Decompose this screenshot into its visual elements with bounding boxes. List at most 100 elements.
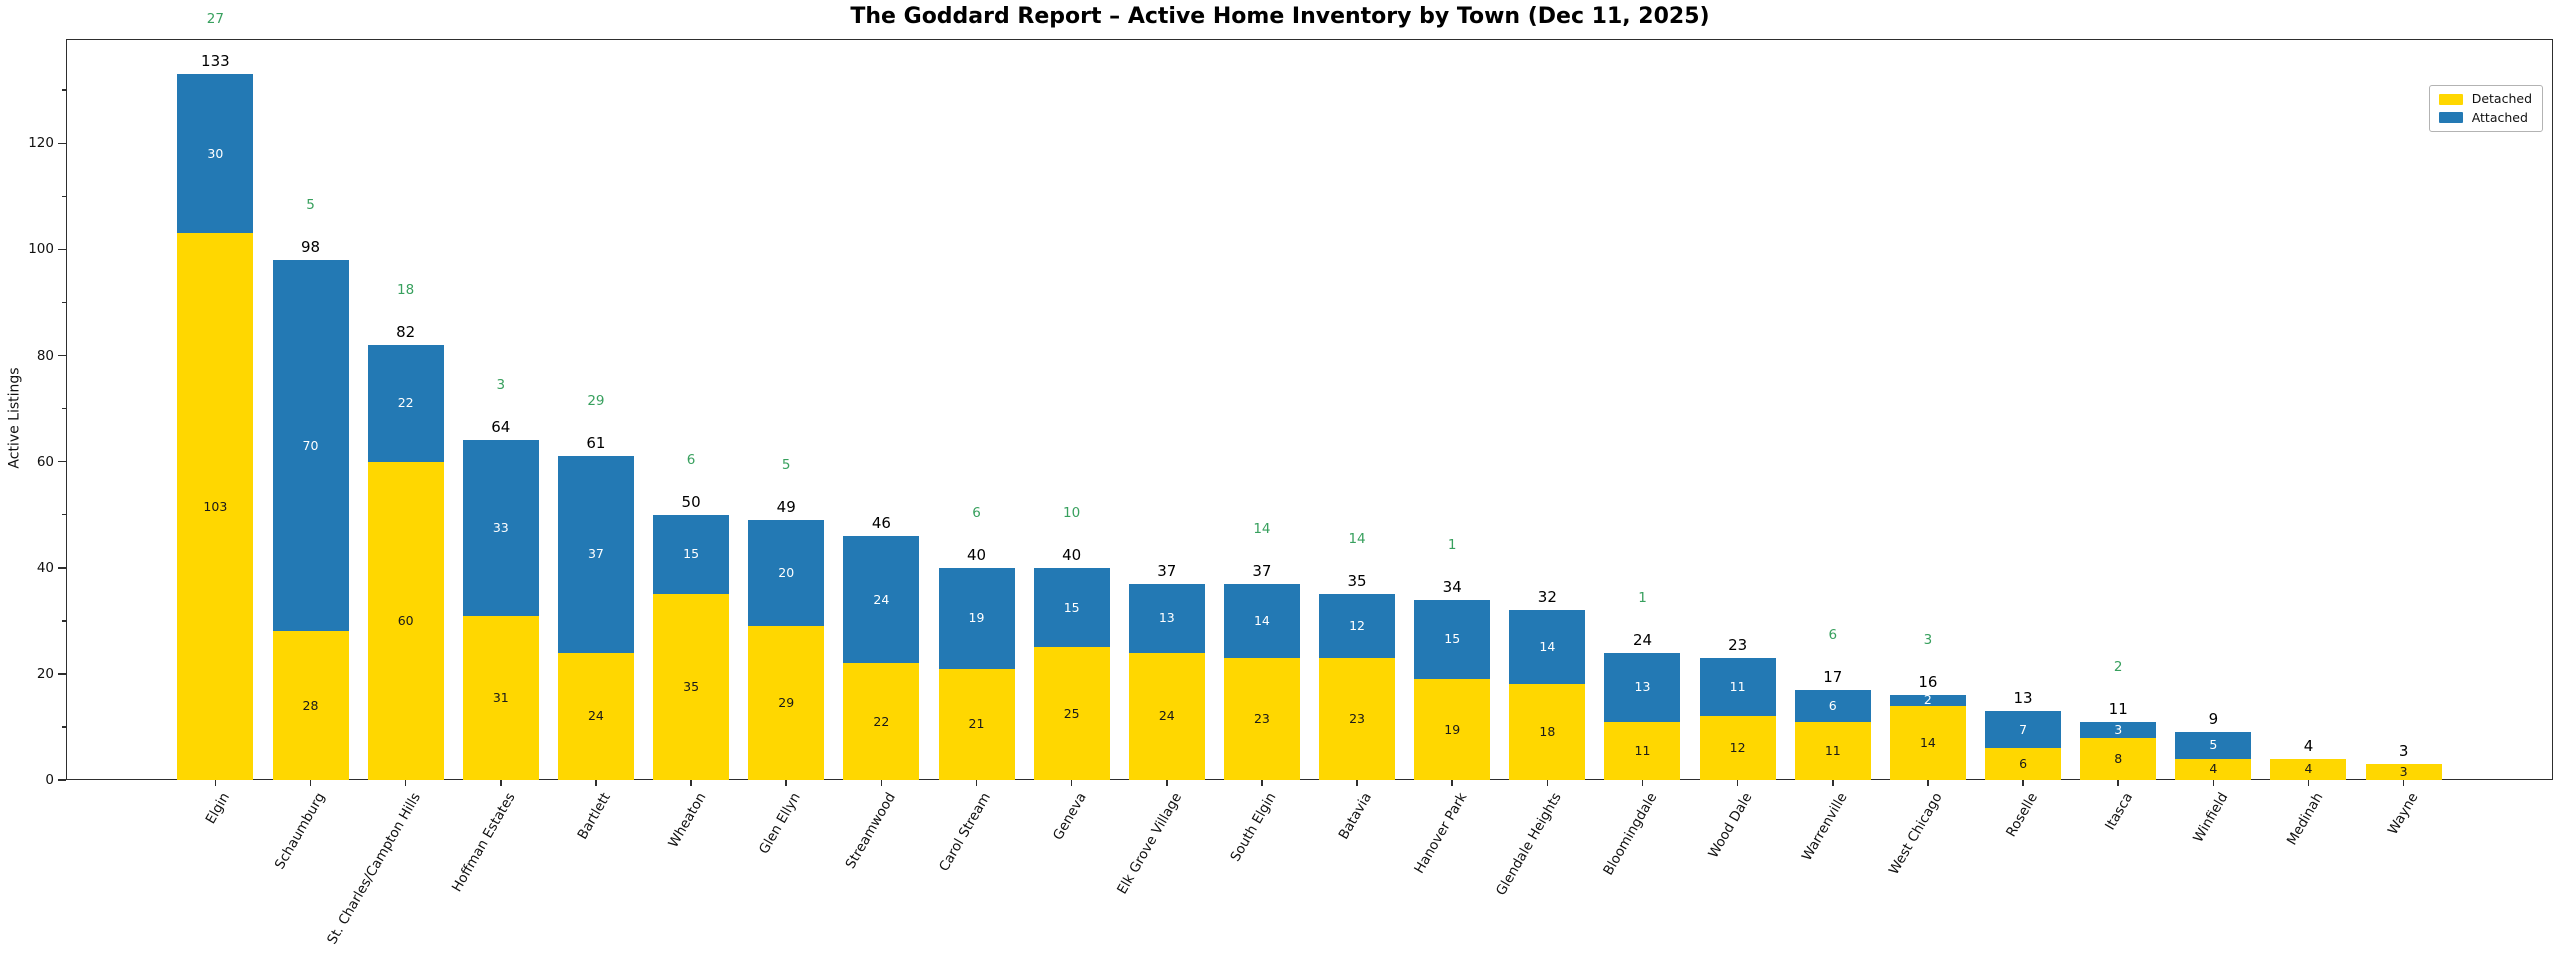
x-tick-label: Elgin xyxy=(202,790,234,827)
detached-segment: 23 xyxy=(1319,657,1396,780)
green-annotation: 29 xyxy=(587,393,605,410)
total-label: 11 xyxy=(2108,699,2128,718)
x-tick-label: Wayne xyxy=(2384,790,2422,838)
total-label: 35 xyxy=(1347,572,1367,591)
attached-segment: 19 xyxy=(938,567,1015,669)
x-tick-label: St. Charles/Campton Hills xyxy=(323,790,424,948)
y-tick-major xyxy=(58,248,66,251)
x-tick xyxy=(2402,780,2405,786)
y-tick-label: 100 xyxy=(28,241,54,258)
attached-segment: 15 xyxy=(1414,599,1491,680)
attached-segment-label: 33 xyxy=(492,519,509,535)
detached-segment: 14 xyxy=(1889,705,1966,780)
detached-segment-label: 25 xyxy=(1063,705,1080,721)
attached-segment-label: 3 xyxy=(2114,721,2123,737)
total-label: 40 xyxy=(1062,545,1082,564)
x-tick-label: Roselle xyxy=(2002,790,2041,840)
attached-segment-label: 37 xyxy=(587,546,604,562)
y-tick-major xyxy=(58,460,66,463)
green-annotation: 3 xyxy=(496,377,506,394)
y-tick-minor xyxy=(62,726,66,728)
y-tick-label: 120 xyxy=(28,135,54,152)
total-label: 98 xyxy=(300,238,321,256)
y-tick-major xyxy=(58,779,66,781)
x-tick xyxy=(1927,780,1929,786)
attached-segment: 37 xyxy=(557,456,634,653)
y-tick-major xyxy=(58,142,66,144)
detached-segment: 11 xyxy=(1604,721,1681,780)
y-tick-major xyxy=(58,354,66,357)
detached-segment: 12 xyxy=(1699,716,1776,780)
attached-segment: 30 xyxy=(177,74,254,234)
attached-segment: 14 xyxy=(1509,610,1586,685)
x-tick xyxy=(2117,780,2119,786)
y-tick-minor xyxy=(62,89,66,91)
attached-segment-label: 30 xyxy=(207,145,224,161)
x-tick xyxy=(2307,780,2310,786)
total-label: 17 xyxy=(1823,667,1843,686)
detached-segment-label: 28 xyxy=(302,697,319,713)
x-tick xyxy=(500,780,502,786)
x-tick xyxy=(214,780,217,786)
legend: Detached Attached xyxy=(2428,85,2543,132)
attached-segment: 33 xyxy=(462,440,539,616)
detached-segment-label: 19 xyxy=(1444,721,1461,737)
detached-segment-label: 6 xyxy=(2019,755,2028,771)
total-label: 3 xyxy=(2398,742,2409,761)
x-tick xyxy=(309,780,312,786)
attached-segment: 70 xyxy=(272,260,349,632)
detached-segment-label: 35 xyxy=(683,678,700,694)
attached-segment-label: 15 xyxy=(1444,631,1461,647)
green-annotation: 10 xyxy=(1063,504,1081,521)
detached-segment: 103 xyxy=(177,233,254,780)
detached-segment: 31 xyxy=(462,615,539,780)
attached-segment-label: 13 xyxy=(1634,678,1651,694)
x-tick-label: South Elgin xyxy=(1227,790,1280,865)
x-tick-label: Streamwood xyxy=(842,790,900,872)
detached-segment: 11 xyxy=(1794,721,1871,780)
x-tick xyxy=(1736,780,1739,786)
detached-segment-label: 4 xyxy=(2304,761,2313,777)
x-tick xyxy=(1070,780,1073,786)
x-tick-label: Hanover Park xyxy=(1410,790,1471,877)
x-tick xyxy=(1641,780,1644,786)
detached-segment: 3 xyxy=(2365,764,2442,780)
attached-segment: 2 xyxy=(1889,692,1966,708)
total-label: 46 xyxy=(871,513,891,532)
x-tick-label: Batavia xyxy=(1335,790,1375,843)
x-tick-label: Bloomingdale xyxy=(1600,790,1661,879)
x-tick-label: West Chicago xyxy=(1886,790,1946,878)
y-tick-label: 80 xyxy=(36,347,54,364)
total-label: 61 xyxy=(586,434,606,453)
x-tick-label: Elk Grove Village xyxy=(1113,790,1185,897)
x-tick-label: Winfield xyxy=(2190,790,2232,846)
attached-segment: 24 xyxy=(843,535,920,664)
y-tick-minor xyxy=(62,620,66,622)
attached-segment: 14 xyxy=(1223,583,1300,658)
x-tick-label: Geneva xyxy=(1049,790,1090,843)
attached-segment-label: 6 xyxy=(1828,697,1837,713)
green-annotation: 6 xyxy=(686,451,696,468)
x-tick-label: Wheaton xyxy=(664,790,709,851)
green-annotation: 5 xyxy=(781,457,791,473)
detached-segment-label: 12 xyxy=(1729,739,1746,755)
attached-segment-label: 20 xyxy=(778,564,795,580)
detached-segment-label: 8 xyxy=(2114,750,2123,766)
x-tick-label: Wood Dale xyxy=(1705,790,1756,861)
attached-segment-label: 2 xyxy=(1923,692,1932,708)
detached-segment: 4 xyxy=(2270,758,2347,780)
detached-segment: 24 xyxy=(557,652,634,780)
x-tick-label: Itasca xyxy=(2102,790,2137,833)
legend-swatch-detached xyxy=(2438,93,2463,105)
green-annotation: 6 xyxy=(1828,626,1838,643)
chart-title: The Goddard Report – Active Home Invento… xyxy=(850,4,1710,29)
attached-segment-label: 7 xyxy=(2019,721,2028,737)
green-annotation: 1 xyxy=(1638,589,1647,606)
y-tick-major xyxy=(58,567,66,569)
x-tick xyxy=(785,780,787,786)
total-label: 49 xyxy=(776,498,796,516)
y-tick-minor xyxy=(62,301,66,304)
total-label: 133 xyxy=(201,52,230,71)
attached-segment-label: 14 xyxy=(1253,612,1270,628)
x-tick xyxy=(595,780,597,786)
